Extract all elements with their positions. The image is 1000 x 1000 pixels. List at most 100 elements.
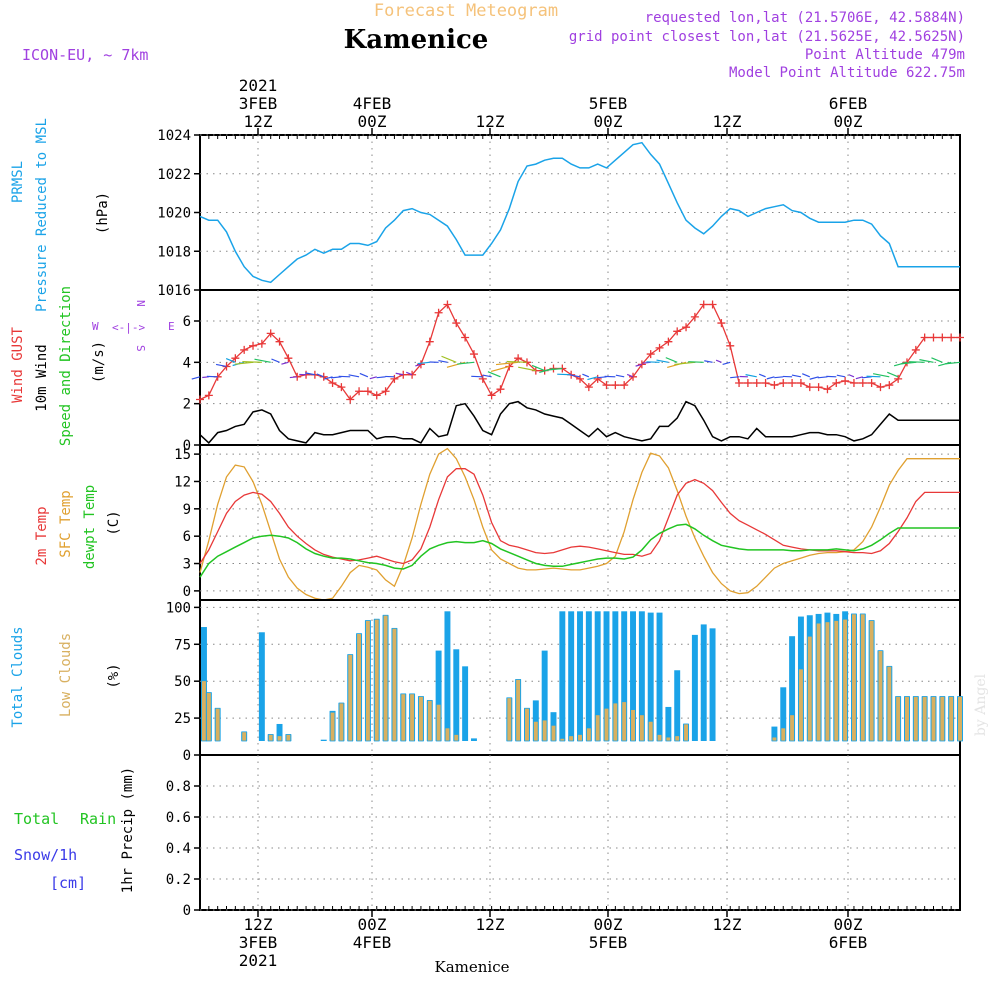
wind-arrow xyxy=(656,359,669,363)
bottom-time-label: 12Z xyxy=(713,915,742,934)
gust-marker xyxy=(655,343,664,352)
gust-marker xyxy=(487,391,496,400)
pressure-tick-label: 1022 xyxy=(157,167,191,183)
wind-arrow xyxy=(688,361,704,363)
gust-marker xyxy=(735,379,744,387)
wind-arrow xyxy=(931,357,943,363)
dewpt-line xyxy=(199,523,960,578)
low-cloud-bar xyxy=(524,707,530,742)
point-altitude: Point Altitude 479m xyxy=(805,47,965,63)
low-cloud-bar xyxy=(886,665,893,742)
total-cloud-bar xyxy=(470,738,477,741)
gust-marker xyxy=(363,387,372,396)
wind-arrow xyxy=(281,361,289,365)
pressure-label-2: Pressure Reduced to MSL xyxy=(34,118,50,312)
low-cloud-bar xyxy=(541,719,548,742)
low-cloud-bar xyxy=(267,734,274,742)
gust-marker xyxy=(469,350,478,359)
gust-marker xyxy=(381,387,390,396)
gust-line xyxy=(199,303,960,401)
pressure-grid xyxy=(200,134,960,291)
low-cloud-bar xyxy=(656,734,663,742)
wind-10m-label: 10m Wind xyxy=(34,344,50,411)
pressure-tick-label: 1020 xyxy=(157,206,191,222)
requested-coords: requested lon,lat (21.5706E, 42.5884N) xyxy=(645,10,965,26)
watermark: by Angel xyxy=(973,673,989,736)
compass-arrow: <-|-> xyxy=(112,321,145,334)
gust-marker xyxy=(788,379,797,387)
gust-marker xyxy=(390,374,399,383)
wind-tick-label: 4 xyxy=(183,355,191,371)
low-cloud-bar xyxy=(276,735,283,742)
low-cloud-bar xyxy=(409,693,415,742)
total-cloud-bar xyxy=(462,666,469,741)
low-cloud-bar xyxy=(913,696,919,742)
wind-arrow xyxy=(330,376,342,379)
gust-marker xyxy=(682,323,691,332)
total-cloud-bar xyxy=(585,611,592,741)
top-time-label: 12Z xyxy=(476,112,505,131)
low-cloud-bar xyxy=(285,734,292,742)
low-cloud-bar xyxy=(418,696,424,742)
top-time-label: 00Z xyxy=(358,112,387,131)
wind-arrow xyxy=(495,361,519,366)
total-cloud-bar xyxy=(453,649,460,741)
gust-marker xyxy=(337,383,346,392)
gust-marker xyxy=(355,387,364,396)
total-cloud-bar xyxy=(656,612,663,741)
wind-arrow xyxy=(557,373,572,376)
wind-arrow xyxy=(855,376,863,380)
gridpoint-coords: grid point closest lon,lat (21.5625E, 42… xyxy=(569,29,965,45)
gust-marker xyxy=(584,383,593,392)
low-cloud-bar xyxy=(515,679,521,742)
top-time-label: 00Z xyxy=(834,112,863,131)
wind-arrow xyxy=(809,376,819,380)
wind-arrow xyxy=(715,359,722,363)
wind-ticks: 0 2 4 6 xyxy=(183,314,200,454)
wind-arrow xyxy=(406,371,413,376)
low-cloud-bar xyxy=(771,736,778,742)
low-cloud-bar xyxy=(586,727,592,742)
low-cloud-bar xyxy=(577,734,583,742)
low-cloud-bar xyxy=(559,737,566,742)
wind-arrow xyxy=(587,376,598,381)
temperature-panel: 0 3 6 9 12 15 2m Temp SFC Temp dewpt Temp (C) xyxy=(34,444,961,601)
total-cloud-bar xyxy=(320,739,327,741)
gust-marker xyxy=(646,350,655,359)
gust-marker xyxy=(257,339,266,348)
model-altitude: Model Point Altitude 622.75m xyxy=(729,65,965,81)
low-cloud-bar xyxy=(506,697,513,742)
wind-arrow xyxy=(569,374,581,378)
gust-marker xyxy=(752,379,761,387)
model-label: ICON-EU, ~ 7km xyxy=(22,46,148,64)
low-cloud-bar xyxy=(948,696,954,742)
snow-label: Snow/1h xyxy=(14,846,77,864)
low-cloud-bar xyxy=(815,622,822,742)
total-cloud-bar xyxy=(674,670,681,741)
wind-arrow xyxy=(802,373,810,378)
pressure-tick-label: 1018 xyxy=(157,244,191,260)
gust-marker xyxy=(938,333,947,342)
total-cloud-bar xyxy=(780,687,787,741)
gust-marker xyxy=(743,379,752,387)
total-cloud-bar xyxy=(559,611,566,741)
total-cloud-bar xyxy=(691,634,698,741)
wind-arrow xyxy=(348,374,360,378)
gust-marker xyxy=(726,341,735,350)
wind-arrow xyxy=(457,361,475,365)
pressure-line xyxy=(199,141,960,284)
precip-tick-label: 0.4 xyxy=(166,841,191,857)
gust-marker xyxy=(443,300,452,309)
wind-tick-label: 6 xyxy=(183,314,191,330)
low-cloud-bar xyxy=(206,692,212,742)
low-cloud-bar xyxy=(338,702,345,742)
t2m-line xyxy=(199,468,960,565)
wind-arrow xyxy=(506,360,528,363)
wind-direction-arrows xyxy=(191,355,961,381)
cloud-bars xyxy=(201,611,963,742)
temp-frame xyxy=(199,444,961,601)
precip-tick-label: 0 xyxy=(183,903,191,919)
total-cloud-bar xyxy=(541,650,548,741)
gust-marker xyxy=(620,381,629,390)
